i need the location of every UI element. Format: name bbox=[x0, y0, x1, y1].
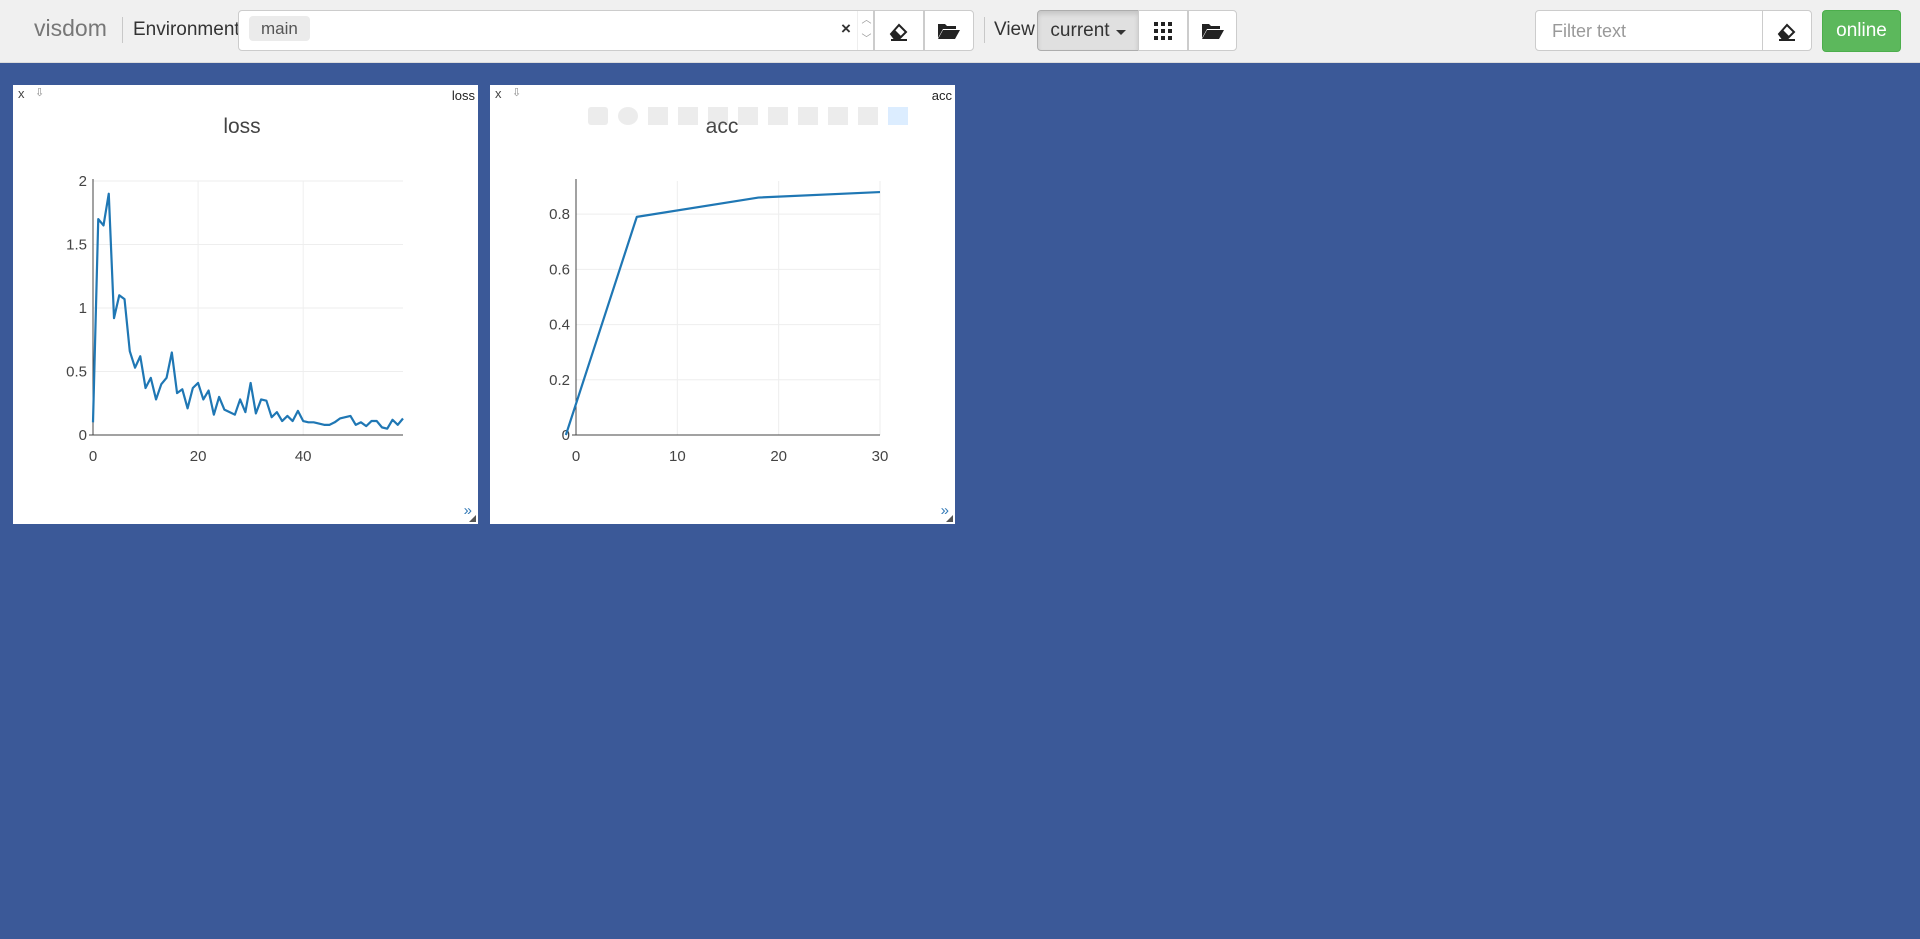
navbar-divider bbox=[122, 17, 123, 43]
y-tick-label: 2 bbox=[79, 173, 87, 190]
camera-icon[interactable] bbox=[588, 107, 608, 125]
acc-chart[interactable]: acc 0 0.2 0.4 0.6 0.8 0 10 20 30 bbox=[490, 85, 955, 524]
eraser-icon bbox=[1777, 23, 1796, 41]
x-tick-label: 40 bbox=[295, 448, 312, 465]
plot-modebar[interactable] bbox=[588, 107, 908, 125]
x-tick-label: 0 bbox=[89, 448, 97, 465]
chart-title: acc bbox=[706, 115, 739, 138]
connection-status-button[interactable]: online bbox=[1822, 10, 1901, 52]
close-pane-icon[interactable]: x bbox=[495, 86, 502, 101]
view-dropdown[interactable]: current bbox=[1037, 10, 1139, 51]
zoom-out-icon[interactable] bbox=[708, 107, 728, 125]
environment-tag[interactable]: main bbox=[249, 16, 310, 41]
view-label: View bbox=[994, 19, 1035, 40]
folder-open-icon bbox=[938, 23, 960, 39]
grid-icon bbox=[1154, 21, 1172, 40]
environment-label: Environment bbox=[133, 19, 240, 40]
hover-closest-icon[interactable] bbox=[828, 107, 848, 125]
plotly-logo-icon[interactable] bbox=[888, 107, 908, 125]
download-icon[interactable]: ⇩ bbox=[512, 87, 522, 99]
x-tick-label: 20 bbox=[770, 448, 787, 465]
y-tick-label: 0.6 bbox=[549, 261, 570, 278]
y-tick-label: 0 bbox=[562, 427, 570, 444]
y-tick-label: 1 bbox=[79, 300, 87, 317]
spike-lines-icon[interactable] bbox=[798, 107, 818, 125]
manage-environments-button[interactable] bbox=[924, 10, 974, 51]
app-brand[interactable]: visdom bbox=[34, 15, 107, 41]
series-line bbox=[91, 192, 404, 430]
expand-pane-icon[interactable]: » bbox=[940, 502, 949, 519]
y-tick-label: 0 bbox=[79, 427, 87, 444]
y-tick-label: 1.5 bbox=[66, 237, 87, 254]
navbar-divider bbox=[984, 17, 985, 43]
chart-title: loss bbox=[223, 115, 260, 138]
pane-title-tag[interactable]: acc bbox=[931, 88, 952, 103]
view-dropdown-value: current bbox=[1050, 19, 1110, 41]
hover-compare-icon[interactable] bbox=[858, 107, 878, 125]
environment-select[interactable]: main × ︿ ﹀ bbox=[238, 10, 874, 51]
y-tick-label: 0.8 bbox=[549, 206, 570, 223]
caret-down-icon bbox=[1115, 29, 1126, 35]
reset-axes-icon[interactable] bbox=[768, 107, 788, 125]
autoscale-icon[interactable] bbox=[738, 107, 758, 125]
pane-title-tag[interactable]: loss bbox=[451, 88, 475, 103]
clear-filter-button[interactable] bbox=[1762, 10, 1812, 51]
chevron-down-icon[interactable]: ﹀ bbox=[861, 34, 872, 45]
zoom-icon[interactable] bbox=[618, 107, 638, 125]
zoom-in-icon[interactable] bbox=[678, 107, 698, 125]
manage-views-button[interactable] bbox=[1188, 10, 1237, 51]
y-tick-label: 0.2 bbox=[549, 372, 570, 389]
resize-handle-icon[interactable] bbox=[946, 515, 953, 522]
x-tick-label: 30 bbox=[872, 448, 889, 465]
repack-layout-button[interactable] bbox=[1138, 10, 1188, 51]
clear-environment-button[interactable] bbox=[874, 10, 924, 51]
x-tick-label: 20 bbox=[190, 448, 207, 465]
resize-handle-icon[interactable] bbox=[469, 515, 476, 522]
clear-environment-icon[interactable]: × bbox=[841, 19, 851, 38]
eraser-icon bbox=[889, 23, 908, 41]
x-tick-label: 0 bbox=[572, 448, 580, 465]
plot-pane-acc[interactable]: acc 0 0.2 0.4 0.6 0.8 0 10 20 30 x ⇩ acc » bbox=[490, 85, 955, 524]
plot-pane-loss[interactable]: loss 0 0.5 1 1.5 2 0 20 40 x ⇩ loss » bbox=[13, 85, 478, 524]
x-tick-label: 10 bbox=[669, 448, 686, 465]
filter-text-input[interactable]: Filter text bbox=[1535, 10, 1763, 51]
y-tick-label: 0.5 bbox=[66, 364, 87, 381]
download-icon[interactable]: ⇩ bbox=[35, 87, 45, 99]
close-pane-icon[interactable]: x bbox=[18, 86, 25, 101]
expand-pane-icon[interactable]: » bbox=[463, 502, 472, 519]
series-line bbox=[564, 190, 881, 436]
folder-open-icon bbox=[1201, 23, 1224, 39]
y-tick-label: 0.4 bbox=[549, 317, 570, 334]
environment-arrows[interactable]: ︿ ﹀ bbox=[857, 11, 875, 50]
top-navbar: visdom Environment main × ︿ ﹀ View curre… bbox=[0, 0, 1920, 63]
pan-icon[interactable] bbox=[648, 107, 668, 125]
chevron-up-icon[interactable]: ︿ bbox=[861, 15, 872, 26]
